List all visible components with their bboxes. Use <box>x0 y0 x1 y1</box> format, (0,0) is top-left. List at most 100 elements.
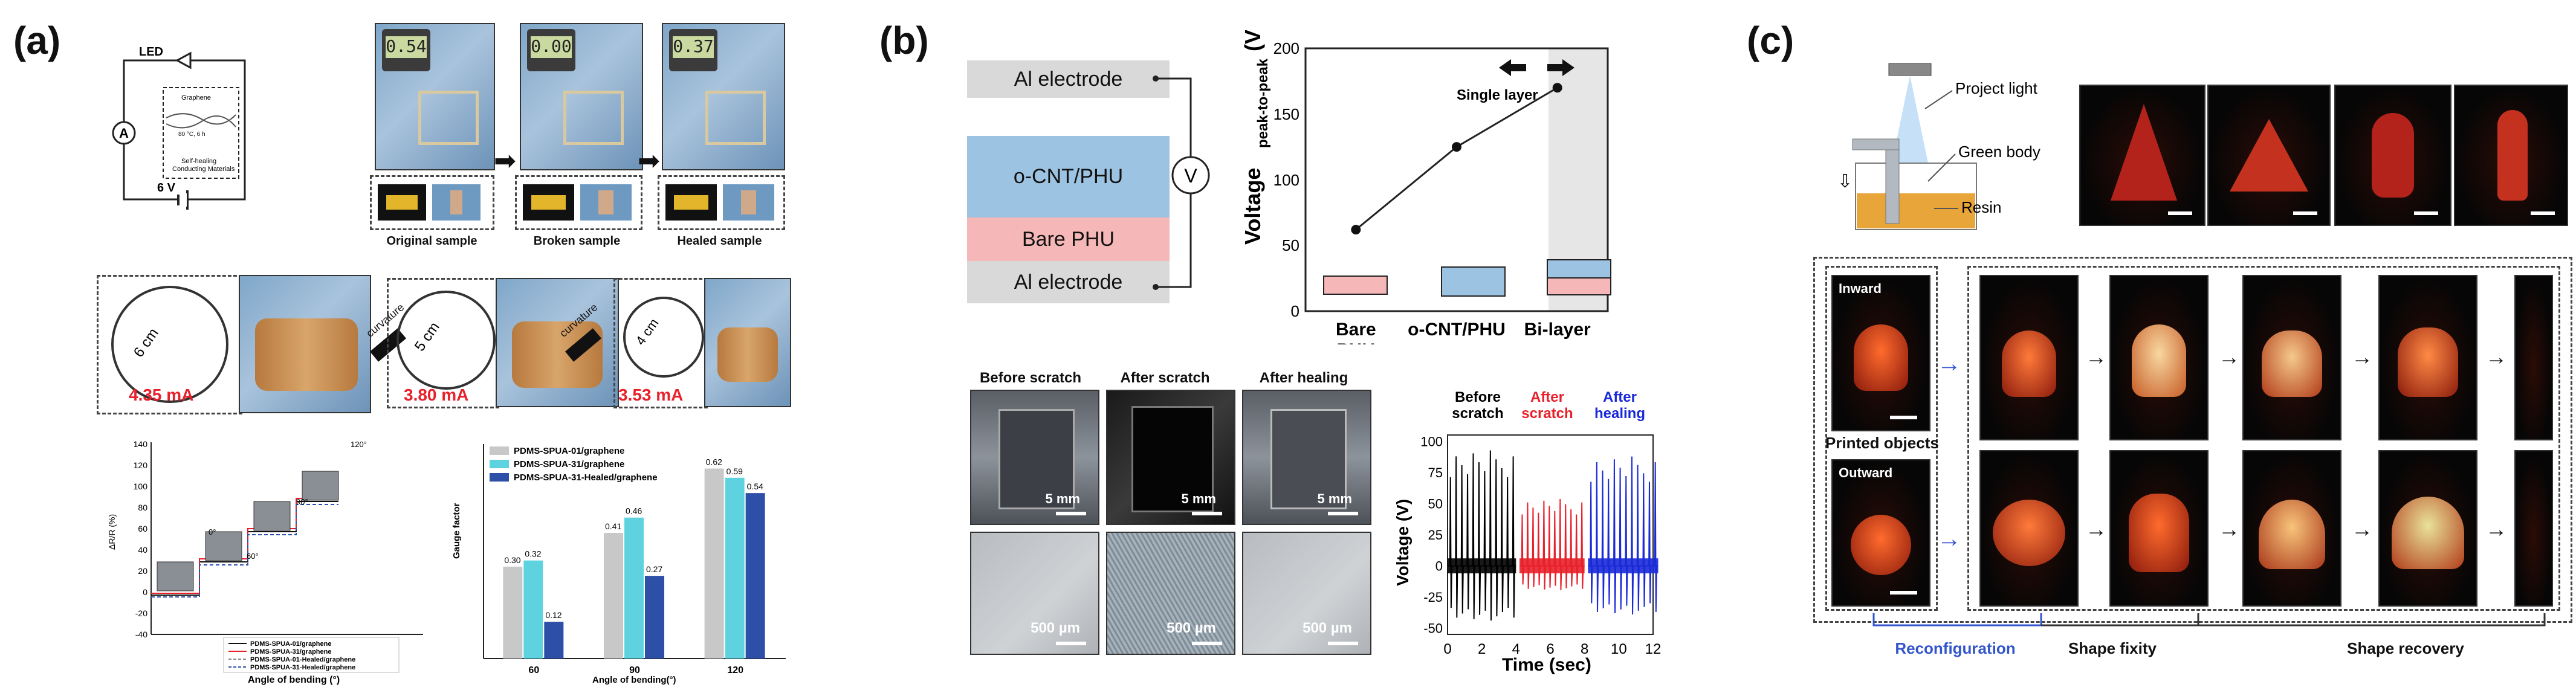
gauge-legend-swatch <box>490 460 509 468</box>
vt-xtick: 12 <box>1645 641 1662 657</box>
micro-photo-before: 500 µm <box>970 532 1099 655</box>
scale-label-5mm: 5 mm <box>1181 491 1216 506</box>
scale-label-500um: 500 µm <box>1303 620 1352 636</box>
vt-xlabel: Time (sec) <box>1502 655 1591 675</box>
bend-length-1: 6 cm <box>131 325 162 360</box>
vt-baseline-band <box>1588 558 1659 573</box>
closeup-healed <box>658 175 785 230</box>
gauge-value-label: 0.32 <box>525 549 541 559</box>
dr-legend-item: PDMS-SPUA-01/graphene <box>250 640 331 648</box>
led-icon <box>175 51 192 69</box>
panel-c-label: (c) <box>1747 19 1794 62</box>
bend-length-2: 5 cm <box>412 319 443 354</box>
vt-baseline-band <box>1519 558 1585 573</box>
stage-reconfiguration: Reconfiguration <box>1895 639 2016 657</box>
stage-brackets <box>1872 613 2546 627</box>
gauge-ylabel: Gauge factor <box>451 503 462 559</box>
inward-label: Inward <box>1839 281 1882 296</box>
micro-photo-after: 500 µm <box>1106 532 1235 655</box>
stack-bare-phu: Bare PHU <box>967 218 1170 261</box>
gauge-bar <box>704 468 724 659</box>
dr-ytick: 20 <box>138 566 147 576</box>
arrow-right-icon: → <box>1937 526 1961 552</box>
gauge-bar <box>523 560 543 659</box>
vt-xtick: 2 <box>1478 641 1486 657</box>
dr-ylabel: ΔR/R (%) <box>107 514 117 550</box>
printed-objects-group <box>1825 266 1938 611</box>
bend-length-3: 4 cm <box>633 315 662 347</box>
angle-label: 120° <box>351 440 367 449</box>
printed-objects-label: Printed objects <box>1825 434 1939 452</box>
bending-diagram-3: 4 cm 3.53 mA <box>613 278 708 408</box>
stage-shape-fixity: Shape fixity <box>2068 639 2157 657</box>
inward-flower-photo: Inward <box>1831 275 1930 431</box>
gauge-bar <box>745 493 765 659</box>
vt-ytick: 0 <box>1435 559 1443 574</box>
printed-pyramid-photo <box>2207 85 2331 226</box>
vt-xtick: 0 <box>1443 641 1451 657</box>
arrow-right-icon: → <box>2218 517 2240 541</box>
vt-xtick: 10 <box>1611 641 1627 657</box>
vt-label-after-1: After <box>1530 389 1564 405</box>
angle-label: 60° <box>247 552 259 561</box>
dr-ytick: -40 <box>135 630 147 639</box>
outward-flower-photo: Outward <box>1831 459 1930 607</box>
bending-photo-2 <box>496 278 619 407</box>
scale-label-5mm: 5 mm <box>1317 491 1352 506</box>
bend-current-3: 3.53 mA <box>618 385 683 404</box>
dr-ytick: -20 <box>135 608 147 618</box>
gauge-legend-swatch <box>490 446 509 455</box>
arrow-right-icon: → <box>2485 344 2507 369</box>
dr-ytick: 60 <box>138 524 147 533</box>
bending-diagram-2: 5 cm 3.80 mA <box>387 278 499 408</box>
arrow-right-icon: → <box>2085 344 2107 369</box>
dr-ytick: 0 <box>143 587 147 597</box>
gauge-value-label: 0.41 <box>605 521 621 531</box>
arrow-right-icon: → <box>2351 517 2373 541</box>
bend-current-1: 4.35 mA <box>129 385 193 404</box>
gauge-value-label: 0.27 <box>646 564 662 574</box>
arrow-right-icon: ➡ <box>494 146 516 176</box>
stack-ocnt-phu: o-CNT/PHU <box>967 136 1170 218</box>
angle-label: 0° <box>209 527 216 536</box>
gauge-bar <box>645 576 664 659</box>
vt-series-trace <box>1519 498 1585 590</box>
gauge-category-label: 120 <box>727 665 743 675</box>
gauge-category-label: 60 <box>528 665 539 675</box>
mid-label: 80 °C, 6 h <box>178 131 205 138</box>
caption-healed-sample: Healed sample <box>677 234 762 248</box>
outward-reconfig-photo <box>1979 450 2079 607</box>
vpp-point <box>1351 225 1361 235</box>
morph-sequence-group <box>1967 266 2560 611</box>
gauge-bar <box>624 517 644 659</box>
scale-label-500um: 500 µm <box>1167 620 1216 636</box>
stage-shape-recovery: Shape recovery <box>2347 639 2464 657</box>
inward-final-photo <box>2514 275 2553 440</box>
vpp-ylabel: Voltage <box>1240 168 1265 245</box>
vpp-ylabel-unit: (V) <box>1240 30 1265 51</box>
meter-reading-3: 0.37 <box>673 36 714 58</box>
gauge-legend-item: PDMS-SPUA-01/graphene <box>514 446 624 456</box>
vt-ylabel: Voltage (V) <box>1393 499 1412 586</box>
gauge-factor-chart: 0.30 0.32 0.12 0.41 0.46 0.27 0.62 0.59 0.54 60 9… <box>451 444 786 685</box>
vpp-ytick: 100 <box>1273 171 1299 189</box>
gauge-xlabel: Angle of bending(°) <box>592 675 676 685</box>
vt-ytick: 75 <box>1428 465 1443 480</box>
printer-diagram: ⇩ Project light Green body Resin <box>1837 63 2040 230</box>
outward-final-photo <box>2514 450 2553 607</box>
panel-a-label: (a) <box>13 19 61 62</box>
vt-xtick: 6 <box>1546 641 1554 657</box>
caption-before-scratch: Before scratch <box>979 370 1082 386</box>
vpp-ytick: 200 <box>1273 39 1299 57</box>
scratch-photo-before: 5 mm <box>970 390 1099 525</box>
vpp-point <box>1452 142 1461 152</box>
sample-photo-broken: 0.00 <box>520 23 643 170</box>
dr-ytick: 80 <box>138 503 147 512</box>
gauge-bar <box>503 566 523 659</box>
vpp-ytick: 50 <box>1282 236 1299 254</box>
vpp-category-label: o-CNT/PHU <box>1408 320 1506 340</box>
meter-reading-2: 0.00 <box>531 36 572 58</box>
gauge-value-label: 0.12 <box>545 610 561 620</box>
dr-r-chart: 140 120 100 80 60 40 20 0 -20 -40 ΔR/R (… <box>107 439 423 685</box>
green-body-label: Green body <box>1958 143 2040 161</box>
